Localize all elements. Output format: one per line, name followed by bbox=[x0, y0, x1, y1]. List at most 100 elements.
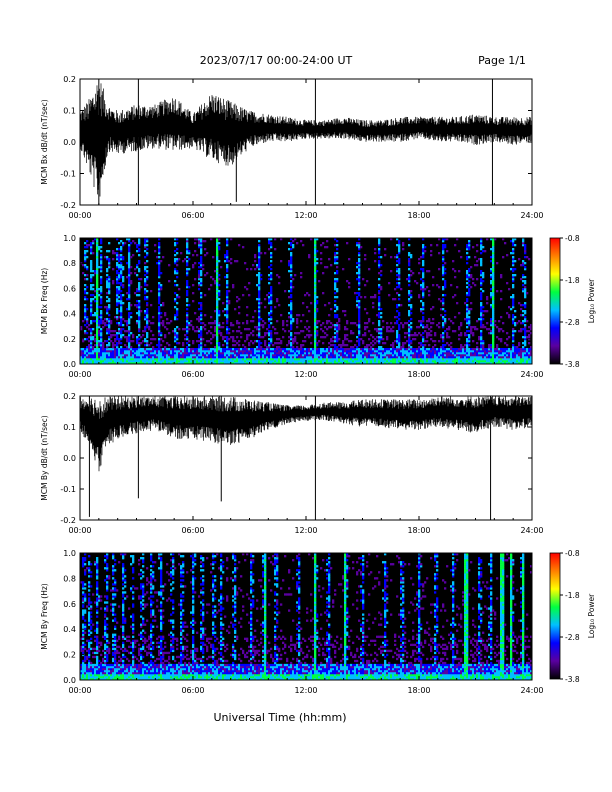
heatmap-cell bbox=[480, 288, 483, 291]
heatmap-cell bbox=[258, 362, 261, 365]
heatmap-cell bbox=[394, 256, 397, 259]
heatmap-cell bbox=[376, 340, 379, 343]
heatmap-cell bbox=[514, 346, 517, 349]
heatmap-cell bbox=[268, 302, 271, 305]
heatmap-cell bbox=[500, 316, 503, 319]
heatmap-cell bbox=[430, 254, 433, 257]
heatmap-cell bbox=[476, 348, 479, 351]
heatmap-cell bbox=[138, 362, 141, 365]
heatmap-cell bbox=[128, 356, 131, 359]
heatmap-cell bbox=[138, 314, 141, 317]
heatmap-cell bbox=[366, 356, 369, 359]
heatmap-cell bbox=[88, 350, 91, 353]
heatmap-cell bbox=[112, 280, 115, 283]
heatmap-cell bbox=[394, 298, 397, 301]
heatmap-cell bbox=[232, 352, 235, 355]
heatmap-cell bbox=[198, 328, 201, 331]
heatmap-cell bbox=[378, 266, 381, 269]
heatmap-cell bbox=[396, 358, 399, 361]
heatmap-cell bbox=[398, 348, 401, 351]
heatmap-cell bbox=[270, 246, 273, 249]
heatmap-cell bbox=[254, 352, 257, 355]
heatmap-cell bbox=[222, 310, 225, 313]
heatmap-cell bbox=[106, 278, 109, 281]
heatmap-cell bbox=[146, 270, 149, 273]
heatmap-cell bbox=[292, 356, 295, 359]
heatmap-cell bbox=[176, 312, 179, 315]
heatmap-cell bbox=[158, 284, 161, 287]
heatmap-cell bbox=[460, 348, 463, 351]
heatmap-cell bbox=[510, 268, 513, 271]
heatmap-cell bbox=[272, 360, 275, 363]
heatmap-cell bbox=[392, 326, 395, 329]
heatmap-cell bbox=[318, 354, 321, 357]
heatmap-cell bbox=[168, 360, 171, 363]
heatmap-cell bbox=[300, 352, 303, 355]
heatmap-cell bbox=[156, 256, 159, 259]
heatmap-cell bbox=[106, 308, 109, 311]
heatmap-cell bbox=[252, 342, 255, 345]
heatmap-cell bbox=[282, 348, 285, 351]
heatmap-cell bbox=[274, 238, 277, 241]
heatmap-cell bbox=[128, 314, 131, 317]
heatmap-cell bbox=[186, 270, 189, 273]
heatmap-cell bbox=[300, 362, 303, 365]
heatmap-cell bbox=[92, 338, 95, 341]
heatmap-cell bbox=[190, 352, 193, 355]
heatmap-cell bbox=[468, 322, 471, 325]
heatmap-cell bbox=[238, 348, 241, 351]
heatmap-cell bbox=[314, 270, 317, 273]
heatmap-cell bbox=[94, 344, 97, 347]
heatmap-cell bbox=[334, 344, 337, 347]
heatmap-cell bbox=[120, 264, 123, 267]
heatmap-cell bbox=[224, 254, 227, 257]
heatmap-cell bbox=[410, 294, 413, 297]
heatmap-cell bbox=[252, 320, 255, 323]
heatmap-cell bbox=[336, 272, 339, 275]
heatmap-cell bbox=[388, 356, 391, 359]
heatmap-cell bbox=[226, 238, 229, 241]
heatmap-cell bbox=[444, 314, 447, 317]
heatmap-cell bbox=[214, 334, 217, 337]
heatmap-cell bbox=[198, 270, 201, 273]
heatmap-cell bbox=[124, 360, 127, 363]
heatmap-cell bbox=[202, 354, 205, 357]
heatmap-cell bbox=[524, 338, 527, 341]
heatmap-cell bbox=[428, 350, 431, 353]
heatmap-cell bbox=[290, 354, 293, 357]
heatmap-cell bbox=[382, 352, 385, 355]
heatmap-cell bbox=[82, 609, 85, 612]
heatmap-cell bbox=[460, 332, 463, 335]
heatmap-cell bbox=[236, 352, 239, 355]
heatmap-cell bbox=[188, 348, 191, 351]
heatmap-cell bbox=[422, 250, 425, 253]
heatmap-cell bbox=[378, 298, 381, 301]
heatmap-cell bbox=[218, 354, 221, 357]
heatmap-cell bbox=[256, 298, 259, 301]
heatmap-cell bbox=[512, 350, 515, 353]
heatmap-cell bbox=[466, 252, 469, 255]
heatmap-cell bbox=[120, 338, 123, 341]
heatmap-cell bbox=[524, 292, 527, 295]
heatmap-cell bbox=[124, 242, 127, 245]
heatmap-cell bbox=[364, 348, 367, 351]
heatmap-cell bbox=[294, 356, 297, 359]
heatmap-cell bbox=[314, 344, 317, 347]
heatmap-cell bbox=[234, 354, 237, 357]
heatmap-cell bbox=[152, 352, 155, 355]
heatmap-cell bbox=[516, 346, 519, 349]
heatmap-cell bbox=[80, 328, 83, 331]
heatmap-cell bbox=[368, 356, 371, 359]
heatmap-cell bbox=[188, 252, 191, 255]
heatmap-cell bbox=[422, 238, 425, 241]
heatmap-cell bbox=[108, 338, 111, 341]
heatmap-cell bbox=[230, 262, 233, 265]
y-tick-label: -0.2 bbox=[60, 516, 76, 525]
heatmap-cell bbox=[90, 354, 93, 357]
heatmap-cell bbox=[498, 338, 501, 341]
heatmap-cell bbox=[88, 667, 91, 671]
heatmap-cell bbox=[136, 294, 139, 297]
heatmap-cell bbox=[258, 250, 261, 253]
heatmap-cell bbox=[148, 350, 151, 353]
heatmap-cell bbox=[138, 268, 141, 271]
